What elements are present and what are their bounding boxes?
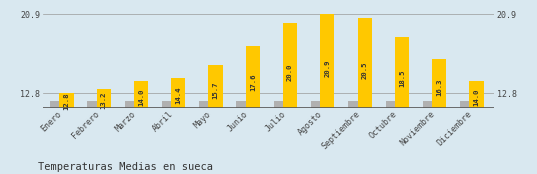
Text: 13.2: 13.2 xyxy=(101,91,107,109)
Text: 16.3: 16.3 xyxy=(436,79,442,96)
Bar xyxy=(199,101,209,108)
Text: Temperaturas Medias en sueca: Temperaturas Medias en sueca xyxy=(38,162,213,172)
Bar xyxy=(171,78,185,108)
Text: 20.9: 20.9 xyxy=(324,60,330,77)
Bar xyxy=(311,101,322,108)
Text: 20.5: 20.5 xyxy=(362,61,368,79)
Bar xyxy=(236,101,247,108)
Bar xyxy=(320,14,335,108)
Text: 17.6: 17.6 xyxy=(250,73,256,91)
Text: 18.5: 18.5 xyxy=(399,70,405,87)
Bar xyxy=(60,93,74,108)
Bar xyxy=(432,59,446,108)
Bar xyxy=(162,101,172,108)
Text: 14.0: 14.0 xyxy=(474,88,480,106)
Text: 14.0: 14.0 xyxy=(138,88,144,106)
Bar xyxy=(208,65,223,108)
Text: 20.0: 20.0 xyxy=(287,63,293,81)
Bar xyxy=(50,101,61,108)
Text: 15.7: 15.7 xyxy=(213,81,219,98)
Bar xyxy=(386,101,396,108)
Bar xyxy=(125,101,135,108)
Bar xyxy=(460,101,470,108)
Text: 12.8: 12.8 xyxy=(63,93,69,110)
Text: 14.4: 14.4 xyxy=(175,86,182,104)
Bar xyxy=(97,89,111,108)
Bar xyxy=(274,101,284,108)
Bar xyxy=(134,81,148,108)
Bar xyxy=(88,101,98,108)
Bar xyxy=(349,101,359,108)
Bar xyxy=(246,46,260,108)
Bar xyxy=(469,81,484,108)
Bar xyxy=(283,23,297,108)
Bar xyxy=(395,37,409,108)
Bar xyxy=(423,101,433,108)
Bar xyxy=(358,18,372,108)
